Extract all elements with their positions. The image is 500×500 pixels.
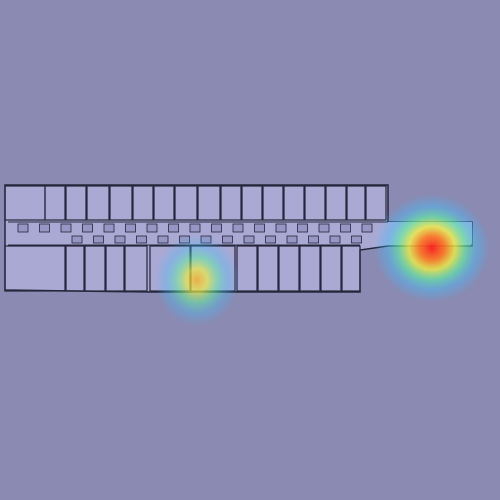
room-north <box>325 185 347 221</box>
door-north <box>125 223 136 233</box>
room-north <box>86 185 110 221</box>
hotspot-room-center <box>155 234 239 326</box>
room-north <box>283 185 305 221</box>
door-north <box>60 223 72 233</box>
room-south <box>320 245 342 292</box>
door-north <box>361 223 373 233</box>
door-south <box>93 235 104 244</box>
room-north <box>153 185 175 221</box>
room-north <box>365 185 387 221</box>
heat-layer <box>155 194 490 326</box>
door-north <box>189 223 201 233</box>
door-north <box>254 223 265 233</box>
room-south <box>299 245 321 292</box>
building-walls <box>4 185 388 292</box>
room-north <box>346 185 366 221</box>
room-north <box>304 185 326 221</box>
door-north <box>232 223 244 233</box>
room-north <box>132 185 154 221</box>
room-south <box>341 245 361 292</box>
door-south <box>265 235 276 244</box>
door-south <box>71 235 83 244</box>
door-north <box>82 223 93 233</box>
door-north <box>17 223 29 233</box>
door-south <box>243 235 255 244</box>
door-north <box>340 223 351 233</box>
door-south <box>222 235 233 244</box>
room-north <box>220 185 242 221</box>
door-south <box>308 235 319 244</box>
door-north <box>318 223 330 233</box>
door-north <box>211 223 222 233</box>
door-north <box>275 223 287 233</box>
door-south <box>329 235 341 244</box>
door-south <box>157 235 169 244</box>
room-south <box>257 245 279 292</box>
room-south <box>105 245 125 292</box>
room-south <box>4 245 66 292</box>
door-south <box>114 235 126 244</box>
room-north <box>197 185 221 221</box>
room-north <box>65 185 87 221</box>
room-north <box>174 185 198 221</box>
door-south <box>286 235 298 244</box>
room-north <box>241 185 263 221</box>
hotspot-corridor-east <box>374 194 490 302</box>
room-south <box>124 245 148 292</box>
room-south <box>84 245 106 292</box>
door-south <box>351 235 362 244</box>
door-north <box>168 223 179 233</box>
room-south <box>65 245 85 292</box>
room-south <box>278 245 300 292</box>
room-north <box>109 185 133 221</box>
door-north <box>297 223 308 233</box>
door-north <box>146 223 158 233</box>
door-north <box>39 223 50 233</box>
room-north <box>44 185 66 221</box>
door-south <box>136 235 147 244</box>
room-north <box>262 185 284 221</box>
door-north <box>103 223 115 233</box>
